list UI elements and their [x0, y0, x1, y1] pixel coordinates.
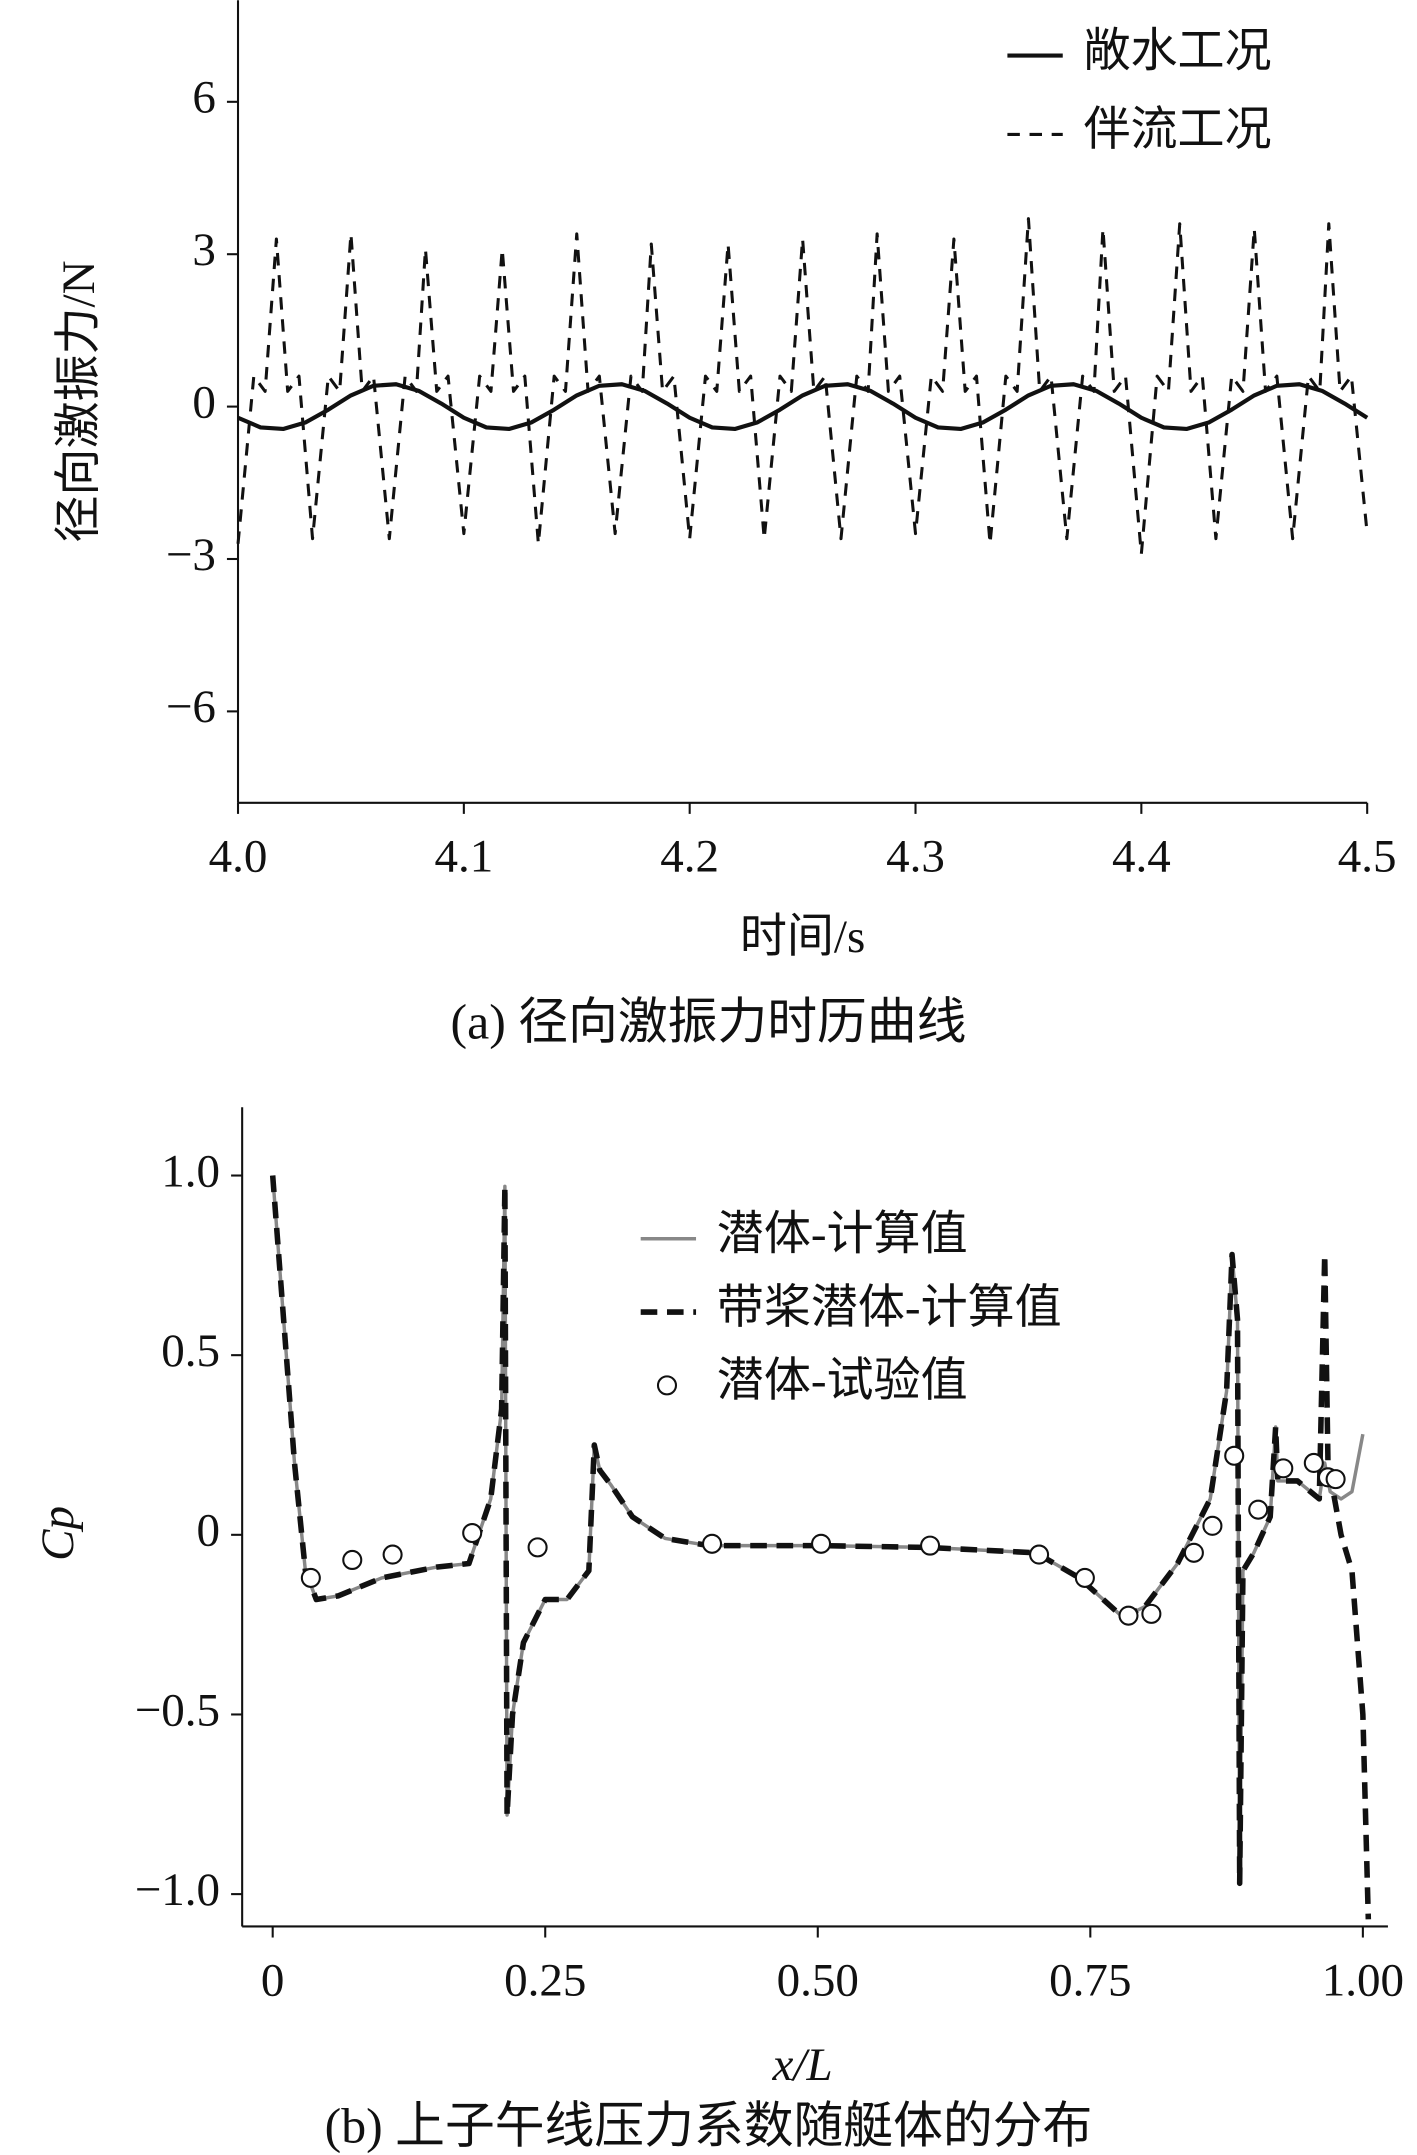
data-line — [236, 217, 1369, 556]
y-tick-label: 0 — [197, 1505, 221, 1557]
legend-marker — [656, 1375, 678, 1396]
y-tick-label: 6 — [192, 72, 216, 124]
data-point — [300, 1567, 321, 1588]
data-point — [1141, 1603, 1162, 1624]
x-axis-label: 时间/s — [740, 911, 865, 963]
y-tick-label: 1.0 — [161, 1145, 220, 1197]
data-point — [342, 1549, 363, 1571]
data-point — [1224, 1445, 1245, 1466]
x-tick-label: 1.00 — [1322, 1954, 1404, 2006]
x-tick-label: 0.75 — [1049, 1954, 1131, 2006]
data-point — [1029, 1544, 1050, 1565]
x-tick-label: 4.0 — [209, 831, 268, 883]
data-point — [1248, 1499, 1269, 1520]
x-tick-label: 4.1 — [434, 831, 493, 883]
data-point — [1273, 1458, 1294, 1479]
x-tick-label: 0.50 — [777, 1954, 859, 2006]
legend-label: 敞水工况 — [1084, 25, 1272, 77]
data-line — [237, 382, 1369, 432]
y-tick-label: 3 — [192, 224, 216, 276]
x-tick-label: 0.25 — [504, 1954, 586, 2006]
data-point — [1303, 1452, 1324, 1473]
data-point — [811, 1533, 832, 1554]
data-point — [1074, 1567, 1095, 1588]
x-tick-label: 4.4 — [1112, 831, 1171, 883]
legend-label: 潜体-计算值 — [717, 1209, 968, 1261]
x-tick-label: 4.2 — [660, 831, 719, 883]
data-point — [1183, 1542, 1204, 1563]
data-point — [527, 1537, 548, 1558]
data-point — [382, 1544, 403, 1565]
data-point — [1118, 1605, 1139, 1626]
data-point — [701, 1533, 723, 1554]
y-axis-label: 径向激振力/N — [53, 260, 105, 542]
data-point — [1202, 1515, 1223, 1536]
data-point — [462, 1522, 483, 1544]
x-tick-label: 0 — [261, 1954, 285, 2006]
x-tick-label: 4.5 — [1338, 831, 1397, 883]
y-axis-label: Cp — [32, 1506, 84, 1561]
data-point — [920, 1535, 941, 1556]
x-tick-label: 4.3 — [886, 831, 945, 883]
y-tick-label: 0.5 — [161, 1325, 220, 1377]
y-tick-label: −3 — [166, 529, 216, 581]
x-axis-label: x/L — [772, 2039, 833, 2091]
y-tick-label: −1.0 — [135, 1864, 220, 1916]
legend-label: 潜体-试验值 — [717, 1355, 968, 1407]
legend-label: 带桨潜体-计算值 — [717, 1282, 1062, 1334]
caption: (b) 上子午线压力系数随艇体的分布 — [325, 2099, 1093, 2154]
y-tick-label: 0 — [192, 376, 216, 428]
data-point — [1325, 1469, 1346, 1490]
y-tick-label: −6 — [166, 681, 216, 733]
legend-label: 伴流工况 — [1084, 104, 1272, 156]
y-tick-label: −0.5 — [135, 1684, 220, 1736]
caption: (a) 径向激振力时历曲线 — [451, 994, 967, 1049]
